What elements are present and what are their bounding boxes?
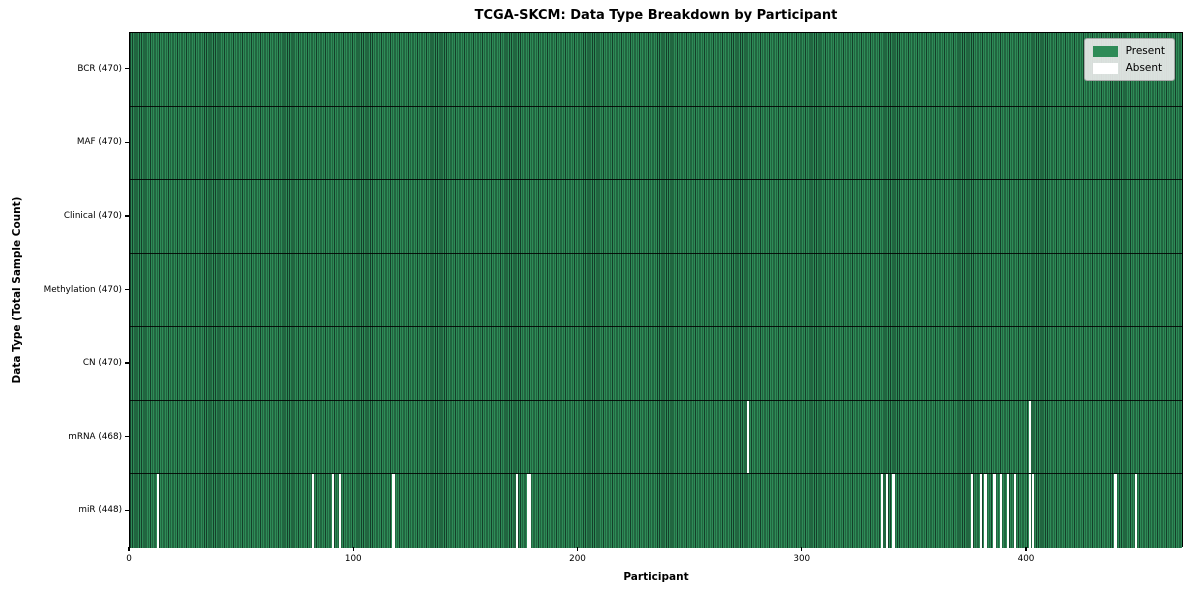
y-tick-mark xyxy=(125,509,129,511)
y-tick-label: Methylation (470) xyxy=(43,284,122,295)
x-tick-label: 100 xyxy=(344,554,362,564)
y-tick-mark xyxy=(125,436,129,438)
x-tick-label: 0 xyxy=(126,554,132,564)
plot-area: Present Absent xyxy=(129,32,1183,548)
absent-cell xyxy=(515,474,518,548)
absent-cell xyxy=(526,474,530,548)
y-tick-mark xyxy=(125,288,129,291)
y-tick-label: CN (470) xyxy=(82,358,122,369)
x-tick-label: 400 xyxy=(1017,554,1035,564)
x-tick-mark xyxy=(128,547,130,551)
absent-cell xyxy=(1114,474,1117,548)
absent-cell xyxy=(1029,400,1032,474)
absent-swatch-icon xyxy=(1092,62,1118,74)
absent-cell xyxy=(970,474,974,548)
absent-cell xyxy=(1006,474,1010,548)
heatmap-row-methylation xyxy=(130,253,1182,328)
absent-cell xyxy=(979,474,983,548)
x-tick-mark xyxy=(352,547,354,551)
x-tick-mark xyxy=(576,547,579,551)
heatmap-row-mir xyxy=(130,474,1182,548)
absent-cell xyxy=(1013,474,1016,548)
absent-cell xyxy=(984,474,987,548)
legend-label-absent: Absent xyxy=(1125,62,1163,74)
y-tick-mark xyxy=(125,362,129,364)
absent-cell xyxy=(1031,474,1034,548)
absent-cell xyxy=(993,474,996,548)
absent-cell xyxy=(156,474,160,548)
y-tick-label: Clinical (470) xyxy=(63,210,122,221)
absent-cell xyxy=(1000,474,1003,548)
absent-cell xyxy=(885,474,888,548)
y-tick-mark xyxy=(125,215,129,217)
heatmap-row-clinical xyxy=(130,180,1182,254)
absent-cell xyxy=(1134,474,1137,548)
x-tick-label: 300 xyxy=(793,554,811,564)
x-axis-label: Participant xyxy=(623,571,689,583)
legend: Present Absent xyxy=(1083,38,1175,81)
absent-cell xyxy=(331,474,335,548)
legend-label-present: Present xyxy=(1125,45,1165,57)
absent-cell xyxy=(1029,474,1032,548)
legend-item-absent: Absent xyxy=(1092,62,1165,74)
y-tick-label: BCR (470) xyxy=(77,63,122,74)
heatmap-rows xyxy=(130,33,1182,548)
y-tick-mark xyxy=(125,141,129,143)
absent-cell xyxy=(529,474,532,548)
y-tick-label: mRNA (468) xyxy=(68,431,122,442)
y-tick-label: miR (448) xyxy=(78,505,122,516)
y-tick-label: MAF (470) xyxy=(76,137,122,148)
absent-cell xyxy=(392,474,395,548)
x-tick-label: 200 xyxy=(569,554,586,564)
y-tick-mark xyxy=(125,68,129,70)
heatmap-row-mrna xyxy=(130,400,1182,475)
x-tick-mark xyxy=(1025,547,1027,551)
present-swatch-icon xyxy=(1092,45,1118,57)
absent-cell xyxy=(311,474,314,548)
absent-cell xyxy=(892,474,895,548)
chart-title: TCGA-SKCM: Data Type Breakdown by Partic… xyxy=(474,8,838,23)
absent-cell xyxy=(338,474,341,548)
x-tick-mark xyxy=(801,547,803,551)
legend-item-present: Present xyxy=(1092,45,1165,57)
heatmap-row-bcr xyxy=(130,33,1182,107)
absent-cell xyxy=(746,400,749,474)
heatmap-row-cn xyxy=(130,327,1182,401)
heatmap-row-maf xyxy=(130,106,1182,181)
absent-cell xyxy=(881,474,884,548)
y-axis-label: Data Type (Total Sample Count) xyxy=(11,196,23,384)
